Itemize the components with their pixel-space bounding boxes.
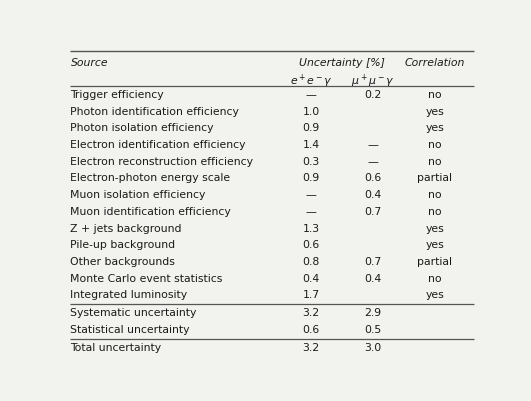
- Text: 0.3: 0.3: [303, 156, 320, 166]
- Text: Total uncertainty: Total uncertainty: [71, 342, 161, 352]
- Text: —: —: [367, 140, 379, 150]
- Text: 1.3: 1.3: [303, 223, 320, 233]
- Text: —: —: [306, 190, 316, 200]
- Text: Z + jets background: Z + jets background: [71, 223, 182, 233]
- Text: Integrated luminosity: Integrated luminosity: [71, 290, 187, 300]
- Text: Systematic uncertainty: Systematic uncertainty: [71, 307, 197, 317]
- Text: Monte Carlo event statistics: Monte Carlo event statistics: [71, 273, 223, 283]
- Text: yes: yes: [425, 290, 444, 300]
- Text: —: —: [306, 206, 316, 216]
- Text: yes: yes: [425, 240, 444, 249]
- Text: Electron reconstruction efficiency: Electron reconstruction efficiency: [71, 156, 253, 166]
- Text: Photon identification efficiency: Photon identification efficiency: [71, 106, 239, 116]
- Text: Electron identification efficiency: Electron identification efficiency: [71, 140, 246, 150]
- Text: no: no: [428, 206, 441, 216]
- Text: 3.2: 3.2: [303, 342, 320, 352]
- Text: yes: yes: [425, 123, 444, 133]
- Text: 0.8: 0.8: [303, 256, 320, 266]
- Text: 0.4: 0.4: [303, 273, 320, 283]
- Text: Statistical uncertainty: Statistical uncertainty: [71, 324, 190, 334]
- Text: no: no: [428, 156, 441, 166]
- Text: 1.0: 1.0: [303, 106, 320, 116]
- Text: no: no: [428, 89, 441, 99]
- Text: 2.9: 2.9: [364, 307, 382, 317]
- Text: 1.7: 1.7: [303, 290, 320, 300]
- Text: 0.4: 0.4: [364, 273, 382, 283]
- Text: Source: Source: [71, 57, 108, 67]
- Text: 0.7: 0.7: [364, 256, 382, 266]
- Text: 0.7: 0.7: [364, 206, 382, 216]
- Text: no: no: [428, 273, 441, 283]
- Text: 0.6: 0.6: [303, 324, 320, 334]
- Text: partial: partial: [417, 173, 452, 183]
- Text: no: no: [428, 140, 441, 150]
- Text: $e^+e^-\gamma$: $e^+e^-\gamma$: [290, 73, 332, 90]
- Text: Photon isolation efficiency: Photon isolation efficiency: [71, 123, 214, 133]
- Text: 0.6: 0.6: [364, 173, 382, 183]
- Text: 0.2: 0.2: [364, 89, 382, 99]
- Text: 3.0: 3.0: [364, 342, 382, 352]
- Text: 0.9: 0.9: [303, 173, 320, 183]
- Text: yes: yes: [425, 106, 444, 116]
- Text: 1.4: 1.4: [303, 140, 320, 150]
- Text: 0.6: 0.6: [303, 240, 320, 249]
- Text: partial: partial: [417, 256, 452, 266]
- Text: Correlation: Correlation: [405, 57, 465, 67]
- Text: Electron-photon energy scale: Electron-photon energy scale: [71, 173, 230, 183]
- Text: Muon isolation efficiency: Muon isolation efficiency: [71, 190, 206, 200]
- Text: no: no: [428, 190, 441, 200]
- Text: Other backgrounds: Other backgrounds: [71, 256, 175, 266]
- Text: —: —: [306, 89, 316, 99]
- Text: Muon identification efficiency: Muon identification efficiency: [71, 206, 231, 216]
- Text: 0.5: 0.5: [364, 324, 382, 334]
- Text: —: —: [367, 156, 379, 166]
- Text: Pile-up background: Pile-up background: [71, 240, 176, 249]
- Text: 0.9: 0.9: [303, 123, 320, 133]
- Text: $\mu^+\mu^-\gamma$: $\mu^+\mu^-\gamma$: [352, 73, 395, 90]
- Text: 3.2: 3.2: [303, 307, 320, 317]
- Text: Uncertainty [%]: Uncertainty [%]: [299, 57, 385, 67]
- Text: Trigger efficiency: Trigger efficiency: [71, 89, 164, 99]
- Text: yes: yes: [425, 223, 444, 233]
- Text: 0.4: 0.4: [364, 190, 382, 200]
